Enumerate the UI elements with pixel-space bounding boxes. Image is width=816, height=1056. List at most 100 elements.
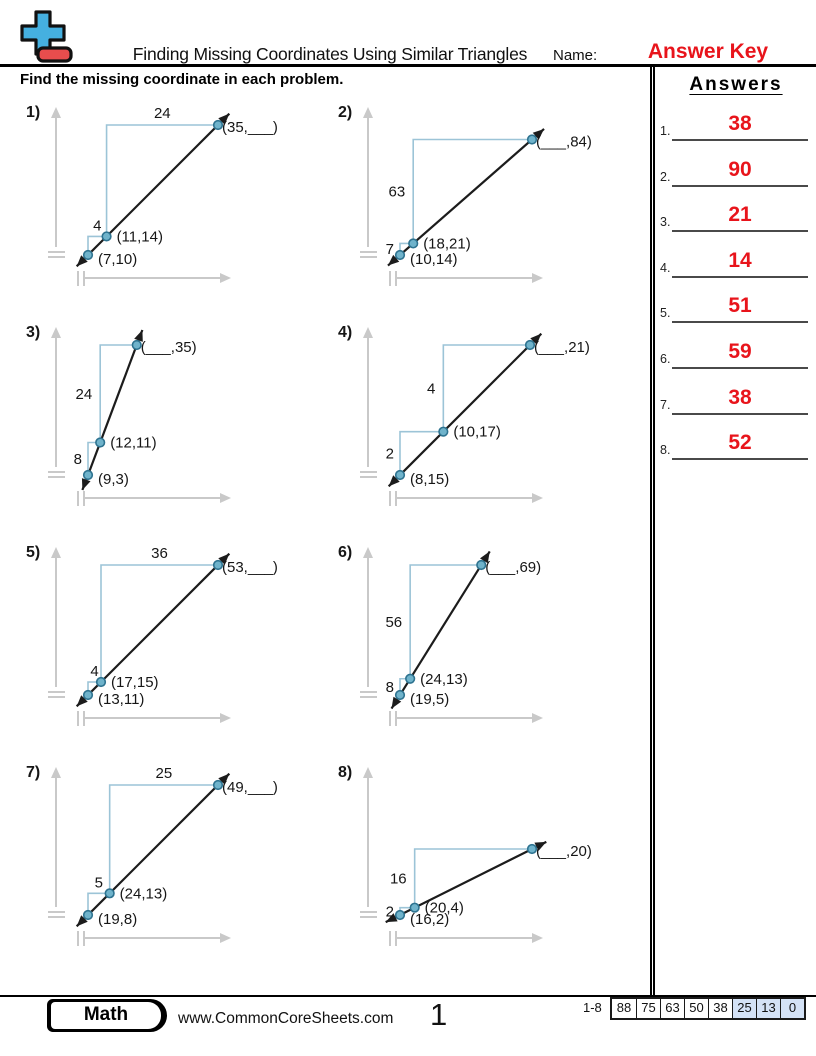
- point-label: (19,8): [98, 911, 137, 928]
- problem-number: 8): [338, 764, 352, 781]
- point-label: (7,10): [98, 251, 137, 268]
- problem-number: 1): [26, 104, 40, 121]
- x-axis-arrow-icon: [532, 713, 543, 723]
- x-axis-arrow-icon: [532, 273, 543, 283]
- data-point: [131, 339, 142, 351]
- logo-minus-shape: [36, 46, 73, 63]
- big-leg-label: 25: [155, 765, 172, 782]
- answer-number: 8.: [660, 443, 671, 458]
- problem-cell: 24 8 (9,3) (12,11) (___,35) 3): [20, 315, 326, 530]
- point-label: (___,69): [485, 559, 541, 576]
- y-axis-arrow-icon: [363, 107, 373, 118]
- data-point: [394, 249, 406, 261]
- trend-line: [81, 329, 144, 491]
- point-label: (53,___): [222, 559, 278, 576]
- data-point: [95, 437, 106, 448]
- big-leg-label: 24: [76, 386, 93, 403]
- data-point: [438, 426, 449, 437]
- big-leg-label: 24: [154, 105, 171, 122]
- problem-cell: 36 4 (13,11) (17,15) (53,___) 5): [20, 535, 326, 750]
- answer-number: 3.: [660, 215, 671, 230]
- score-cell: 50: [684, 999, 708, 1018]
- problem-diagram: 4 2 (8,15) (10,17) (___,21) 4): [338, 324, 590, 506]
- score-cell: 88: [612, 999, 636, 1018]
- big-leg-label: 63: [389, 183, 406, 200]
- data-point: [104, 888, 115, 899]
- small-leg-label: 2: [386, 903, 394, 920]
- data-point: [405, 673, 416, 684]
- score-cell: 25: [732, 999, 756, 1018]
- point-label: (___,20): [536, 843, 592, 860]
- problem-number: 7): [26, 764, 40, 781]
- answer-value: 90: [672, 158, 808, 187]
- data-point: [394, 909, 406, 921]
- answers-title: Answers: [689, 74, 783, 95]
- x-axis-arrow-icon: [532, 933, 543, 943]
- answer-row: 5. 51: [658, 289, 814, 324]
- header-divider: [0, 64, 816, 67]
- trend-line: [387, 332, 543, 488]
- big-leg-label: 36: [151, 545, 168, 562]
- problem-cell: 25 5 (19,8) (24,13) (49,___) 7): [20, 755, 326, 970]
- small-leg-label: 8: [386, 679, 394, 696]
- problem-number: 6): [338, 544, 352, 561]
- y-axis-arrow-icon: [51, 107, 61, 118]
- answer-row: 2. 90: [658, 153, 814, 187]
- big-triangle-legs: [412, 138, 532, 244]
- answer-number: 6.: [660, 352, 671, 366]
- big-triangle-legs: [442, 344, 530, 432]
- data-point: [408, 238, 419, 249]
- small-triangle-legs: [87, 892, 110, 915]
- point-label: (8,15): [410, 471, 449, 488]
- line-arrow-icon: [388, 475, 400, 487]
- y-axis-arrow-icon: [51, 767, 61, 778]
- name-label: Name:: [553, 47, 598, 64]
- point-label: (18,21): [423, 235, 471, 252]
- y-axis-arrow-icon: [51, 327, 61, 338]
- problem-cell: 24 4 (7,10) (11,14) (35,___) 1): [20, 95, 326, 310]
- point-label: (16,2): [410, 911, 449, 928]
- footer-divider: [0, 995, 816, 997]
- answer-row: 8. 52: [658, 426, 814, 461]
- answer-number: 7.: [660, 397, 671, 412]
- x-axis-arrow-icon: [220, 713, 231, 723]
- point-label: (35,___): [222, 119, 278, 136]
- line-arrow-icon: [530, 333, 542, 345]
- line-arrow-icon: [76, 915, 88, 927]
- big-leg-label: 56: [385, 614, 402, 631]
- point-label: (___,35): [141, 339, 197, 356]
- big-leg-label: 4: [427, 380, 435, 397]
- problem-cell: 56 8 (19,5) (24,13) (___,69) 6): [332, 535, 638, 750]
- small-leg-label: 2: [386, 445, 394, 462]
- score-cell: 63: [660, 999, 684, 1018]
- score-cell: 0: [780, 999, 804, 1018]
- answer-value: 59: [672, 340, 808, 369]
- data-point: [212, 119, 224, 131]
- problem-diagram: 56 8 (19,5) (24,13) (___,69) 6): [338, 544, 543, 726]
- line-arrow-icon: [81, 478, 91, 490]
- instruction-text: Find the missing coordinate in each prob…: [20, 71, 344, 88]
- problem-number: 4): [338, 324, 352, 341]
- x-axis-arrow-icon: [220, 273, 231, 283]
- small-triangle-legs: [399, 430, 444, 475]
- answer-row: 1. 38: [658, 107, 814, 141]
- line-arrow-icon: [76, 255, 88, 267]
- point-label: (13,11): [98, 691, 144, 708]
- trend-line: [75, 772, 231, 928]
- page-number: 1: [430, 997, 448, 1032]
- data-point: [101, 231, 112, 242]
- problem-number: 5): [26, 544, 40, 561]
- score-cell: 75: [636, 999, 660, 1018]
- problem-cell: 63 7 (10,14) (18,21) (___,84) 2): [332, 95, 638, 310]
- big-triangle-legs: [100, 564, 218, 682]
- problem-diagram: 16 2 (16,2)(20,4) (___,20) 8): [338, 764, 592, 946]
- y-axis-arrow-icon: [363, 547, 373, 558]
- problem-diagram: 25 5 (19,8) (24,13) (49,___) 7): [26, 764, 278, 946]
- y-axis-arrow-icon: [363, 327, 373, 338]
- trend-line: [75, 112, 231, 268]
- point-label: (17,15): [111, 674, 159, 691]
- data-point: [526, 134, 538, 145]
- big-triangle-legs: [108, 784, 218, 894]
- big-triangle-legs: [99, 344, 137, 443]
